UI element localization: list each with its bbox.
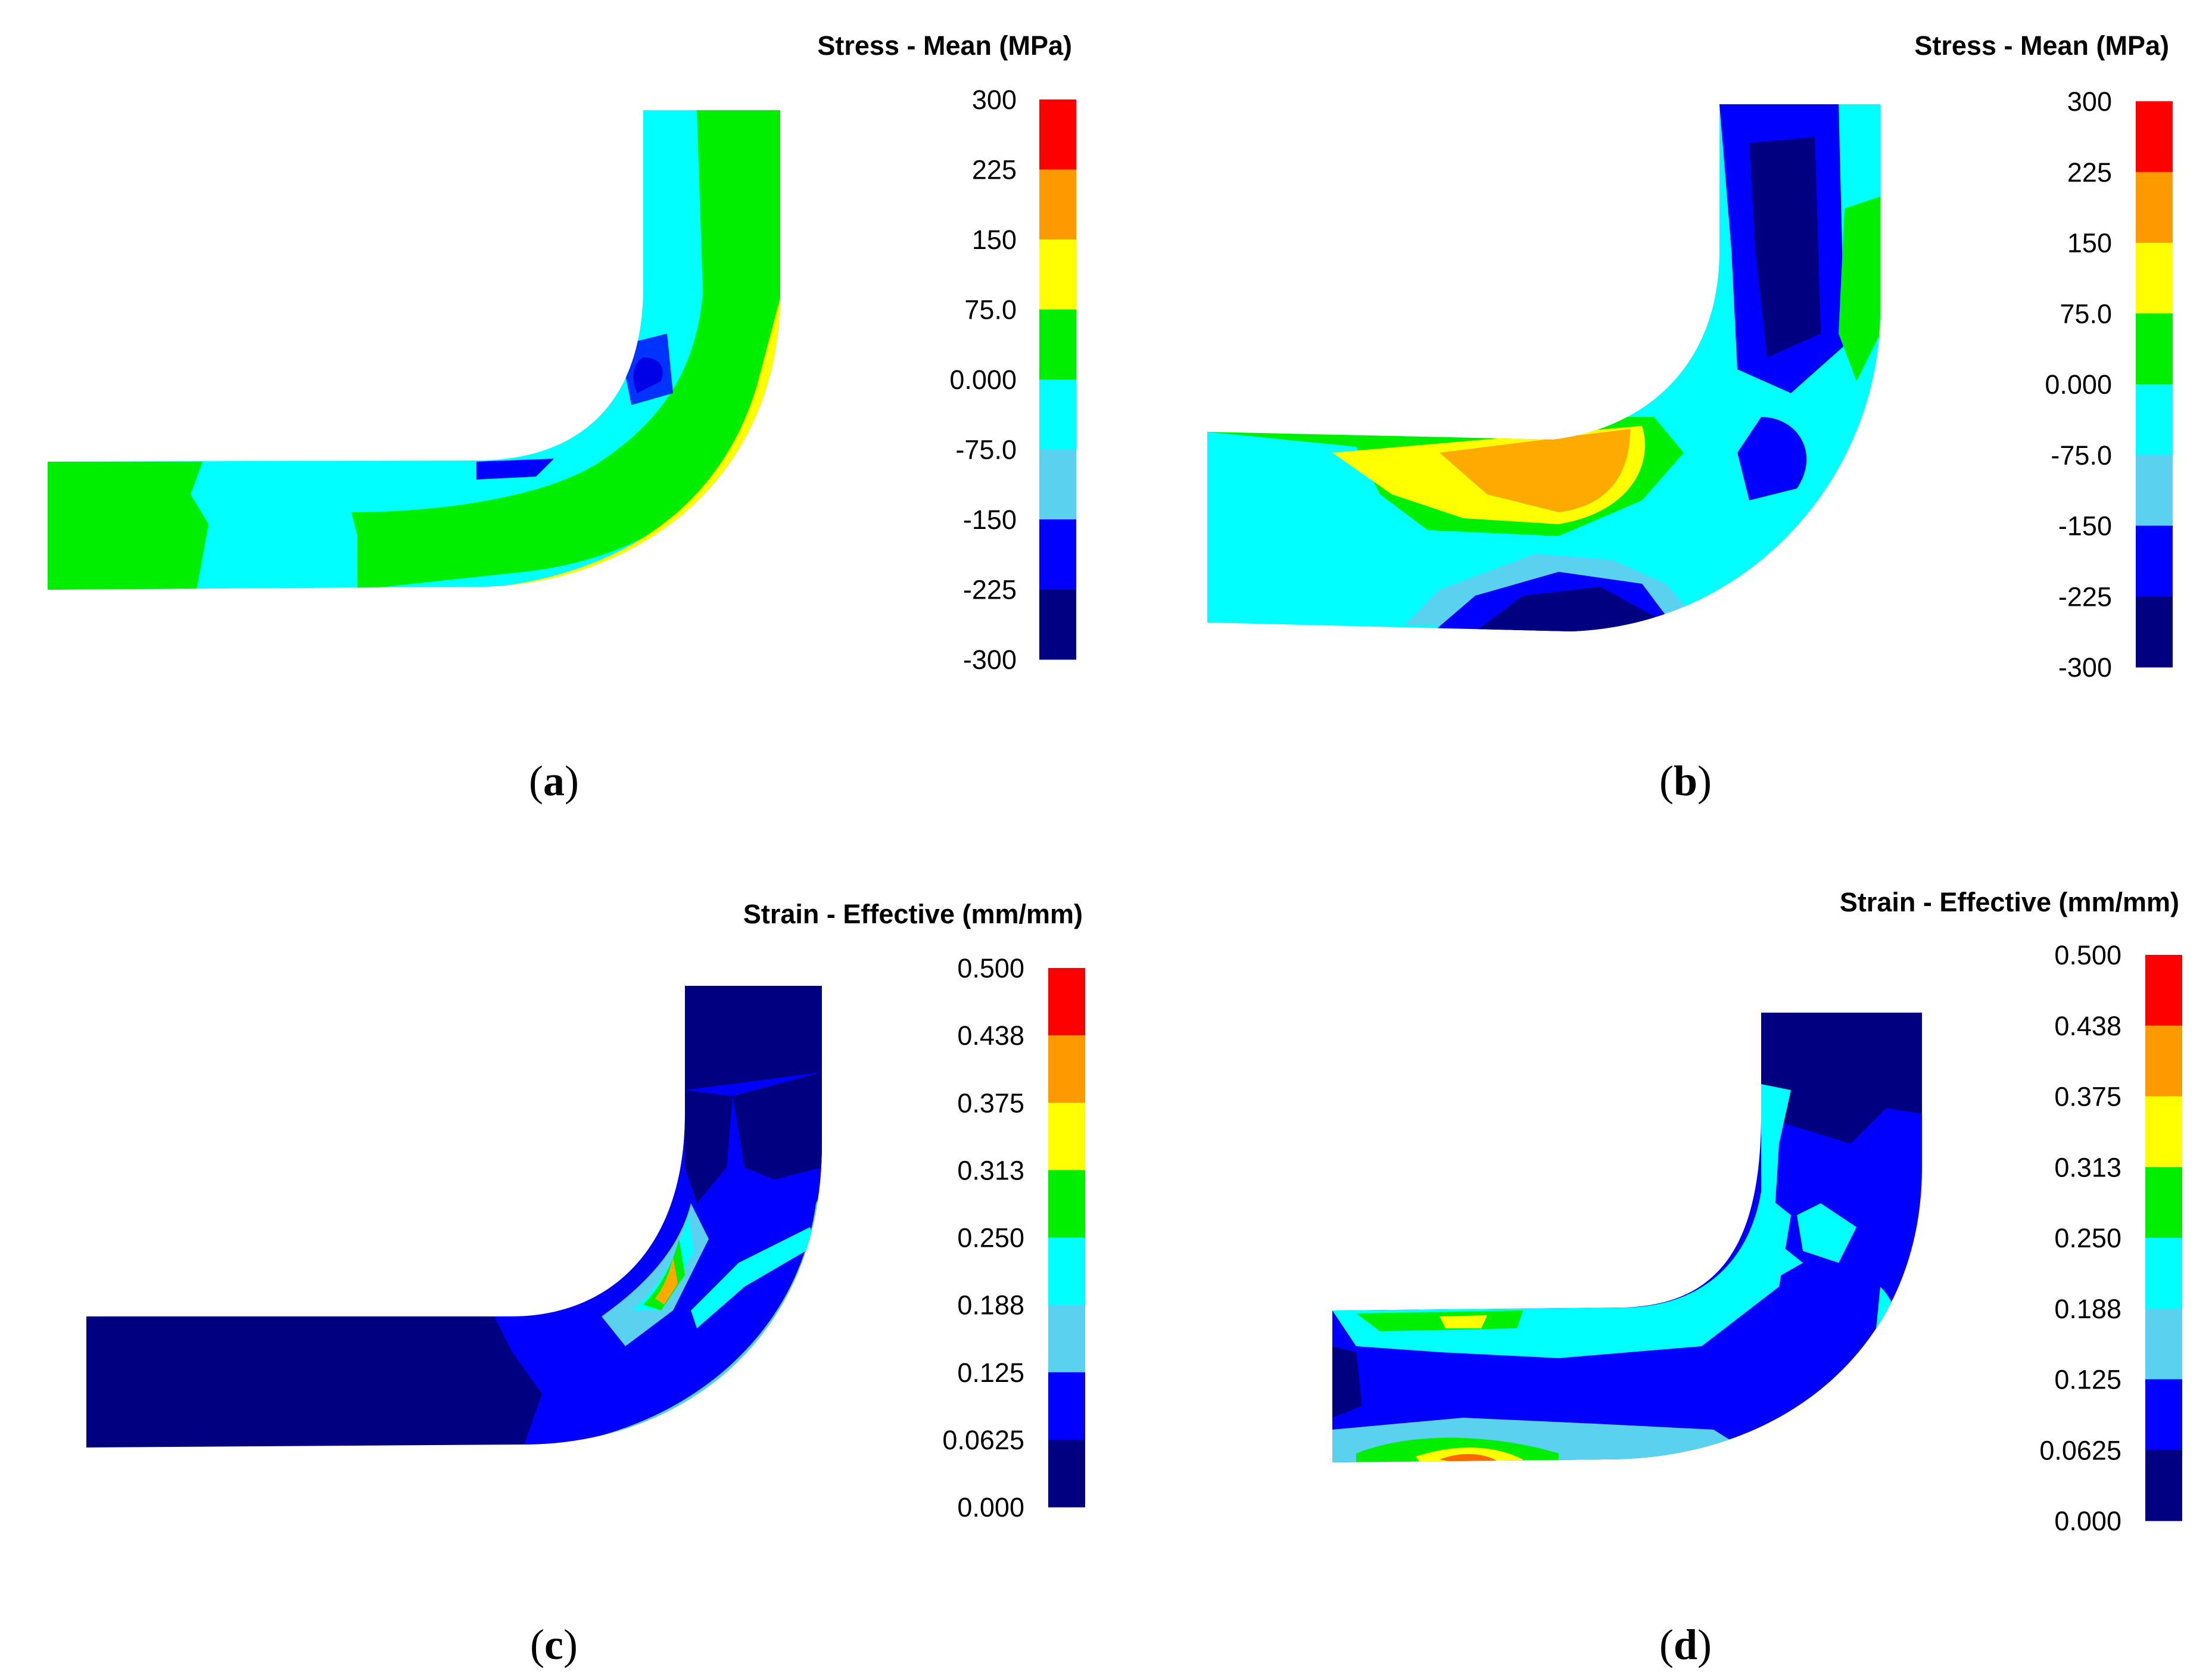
legend-tick-label: 0.313 xyxy=(957,1155,1024,1185)
legend-swatch xyxy=(2145,1450,2182,1521)
legend-tick-label: -75.0 xyxy=(2051,440,2112,471)
legend-tick-label: -300 xyxy=(963,645,1017,675)
legend-tick-label: 0.188 xyxy=(957,1290,1024,1321)
legend-swatch xyxy=(2136,384,2173,456)
panel-b-figure: Stress - Mean (MPa) 300 225 150 75.0 0.000 -75… xyxy=(1207,30,2173,683)
legend-tick-label: 0.000 xyxy=(957,1492,1024,1523)
legend-swatch xyxy=(2145,1096,2182,1168)
legend-tick-label: 0.000 xyxy=(949,365,1017,395)
legend-swatch xyxy=(2145,1379,2182,1450)
legend-swatch xyxy=(2145,1167,2182,1238)
legend-tick-label: 150 xyxy=(972,225,1017,255)
legend-swatch xyxy=(1039,449,1076,520)
legend-swatch xyxy=(2145,1025,2182,1097)
contour-plot-c xyxy=(86,986,822,1447)
legend-swatch xyxy=(2136,242,2173,314)
legend-swatch xyxy=(1039,519,1076,590)
legend-tick-label: -75.0 xyxy=(955,435,1017,465)
panel-a-figure: Stress - Mean (MPa) 300 225 150 75.0 0.000 -75… xyxy=(48,30,1076,675)
contour-plot-b xyxy=(1207,104,1880,631)
legend-tick-label: 300 xyxy=(2067,86,2112,117)
legend-tick-label: -225 xyxy=(963,575,1017,605)
legend-tick-label: -150 xyxy=(2058,511,2112,541)
legend-tick-label: 225 xyxy=(972,155,1017,185)
legend-swatch xyxy=(2136,525,2173,597)
panel-c-figure: Strain - Effective (mm/mm) 0.500 0.438 0.37… xyxy=(86,899,1085,1523)
legend-tick-label: 0.125 xyxy=(957,1358,1024,1388)
legend-swatch xyxy=(1039,169,1076,240)
legend-swatch xyxy=(1039,99,1076,170)
legend-title: Stress - Mean (MPa) xyxy=(1914,30,2169,61)
legend-tick-label: 0.313 xyxy=(2054,1152,2121,1182)
legend-swatch xyxy=(2145,1308,2182,1380)
legend-swatch xyxy=(2136,172,2173,243)
legend-swatch xyxy=(1048,1103,1085,1170)
legend-swatch xyxy=(1048,1439,1085,1508)
legend-tick-label: 0.0625 xyxy=(2039,1435,2121,1465)
legend-tick-label: 0.125 xyxy=(2054,1365,2121,1395)
legend-swatch xyxy=(2145,955,2182,1026)
color-legend-a: Stress - Mean (MPa) 300 225 150 75.0 0.000 -75… xyxy=(817,30,1076,675)
legend-tick-label: 0.000 xyxy=(2045,369,2112,400)
legend-title: Strain - Effective (mm/mm) xyxy=(743,899,1083,929)
legend-swatch xyxy=(2145,1238,2182,1309)
legend-tick-label: 0.375 xyxy=(2054,1082,2121,1112)
caption-c: (c) xyxy=(530,1621,578,1668)
legend-tick-label: 0.188 xyxy=(2054,1294,2121,1324)
legend-swatch xyxy=(1048,1372,1085,1440)
caption-d: (d) xyxy=(1659,1621,1712,1668)
legend-swatch xyxy=(2136,596,2173,668)
legend-tick-label: -300 xyxy=(2058,652,2112,683)
legend-tick-label: 75.0 xyxy=(2060,298,2112,329)
legend-tick-label: 150 xyxy=(2067,228,2112,259)
legend-swatch xyxy=(1048,1237,1085,1306)
legend-tick-label: 0.375 xyxy=(957,1088,1024,1118)
legend-tick-label: 0.250 xyxy=(957,1223,1024,1253)
panel-a: Stress - Mean (MPa) 300 225 150 75.0 0.000 -75… xyxy=(0,0,1106,834)
panel-c: Strain - Effective (mm/mm) 0.500 0.438 0.37… xyxy=(0,834,1106,1678)
legend-tick-label: 0.438 xyxy=(957,1020,1024,1051)
color-legend-c: Strain - Effective (mm/mm) 0.500 0.438 0.37… xyxy=(743,899,1085,1523)
contour-plot-d xyxy=(1332,1013,1922,1462)
legend-tick-label: 0.500 xyxy=(957,953,1024,983)
legend-swatch xyxy=(1048,968,1085,1036)
panel-d: Strain - Effective (mm/mm) 0.500 0.438 0.37… xyxy=(1106,834,2212,1678)
legend-swatch xyxy=(1039,309,1076,380)
legend-tick-label: 0.500 xyxy=(2054,940,2121,970)
legend-swatch xyxy=(2136,101,2173,173)
legend-tick-label: -225 xyxy=(2058,581,2112,612)
panel-d-figure: Strain - Effective (mm/mm) 0.500 0.438 0.37… xyxy=(1332,887,2182,1536)
legend-swatch xyxy=(2136,454,2173,526)
legend-tick-label: 300 xyxy=(972,85,1017,115)
legend-swatch xyxy=(1039,379,1076,450)
legend-swatch xyxy=(1048,1170,1085,1238)
legend-tick-label: 0.438 xyxy=(2054,1011,2121,1041)
legend-tick-label: 0.0625 xyxy=(942,1425,1024,1455)
legend-swatch xyxy=(1048,1035,1085,1103)
legend-title: Strain - Effective (mm/mm) xyxy=(1840,887,2179,917)
panel-b: Stress - Mean (MPa) 300 225 150 75.0 0.000 -75… xyxy=(1106,0,2212,834)
color-legend-d: Strain - Effective (mm/mm) 0.500 0.438 0.37… xyxy=(1840,887,2182,1536)
legend-tick-label: 225 xyxy=(2067,157,2112,188)
contour-plot-a xyxy=(48,110,780,590)
legend-tick-label: 0.250 xyxy=(2054,1223,2121,1253)
legend-swatch xyxy=(2136,313,2173,385)
legend-swatch xyxy=(1039,239,1076,310)
legend-tick-label: 0.000 xyxy=(2054,1506,2121,1536)
legend-tick-label: -150 xyxy=(963,505,1017,535)
caption-a: (a) xyxy=(529,757,579,805)
legend-tick-label: 75.0 xyxy=(964,295,1017,325)
legend-swatch xyxy=(1039,589,1076,660)
color-legend-b: Stress - Mean (MPa) 300 225 150 75.0 0.000 -75… xyxy=(1914,30,2173,683)
caption-b: (b) xyxy=(1659,757,1712,805)
legend-title: Stress - Mean (MPa) xyxy=(817,30,1072,61)
legend-swatch xyxy=(1048,1305,1085,1373)
